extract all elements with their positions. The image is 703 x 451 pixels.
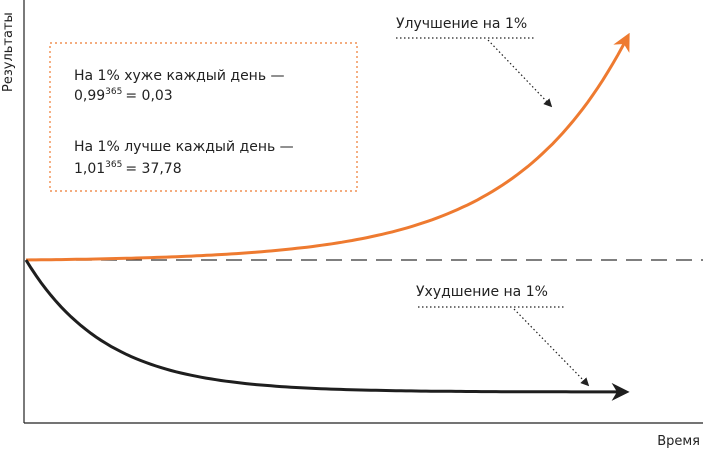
formula-better-equation: 1,01365 = 37,78	[74, 160, 182, 177]
formula-worse-text: На 1% хуже каждый день —	[74, 68, 285, 84]
legend-pointer-decline	[513, 308, 590, 387]
y-axis-label: Результаты	[1, 12, 16, 92]
formula-box	[49, 42, 358, 192]
legend-label-decline: Ухудшение на 1%	[416, 284, 548, 300]
series-line-improvement	[25, 32, 630, 262]
legend-label-improvement: Улучшение на 1%	[396, 16, 527, 32]
formula-worse-equation: 0,99365 = 0,03	[74, 87, 173, 104]
legend-pointer-improvement	[487, 39, 553, 108]
series-line-decline	[24, 259, 630, 401]
formula-better-text: На 1% лучше каждый день —	[74, 139, 294, 155]
x-axis-label: Время	[657, 434, 700, 449]
